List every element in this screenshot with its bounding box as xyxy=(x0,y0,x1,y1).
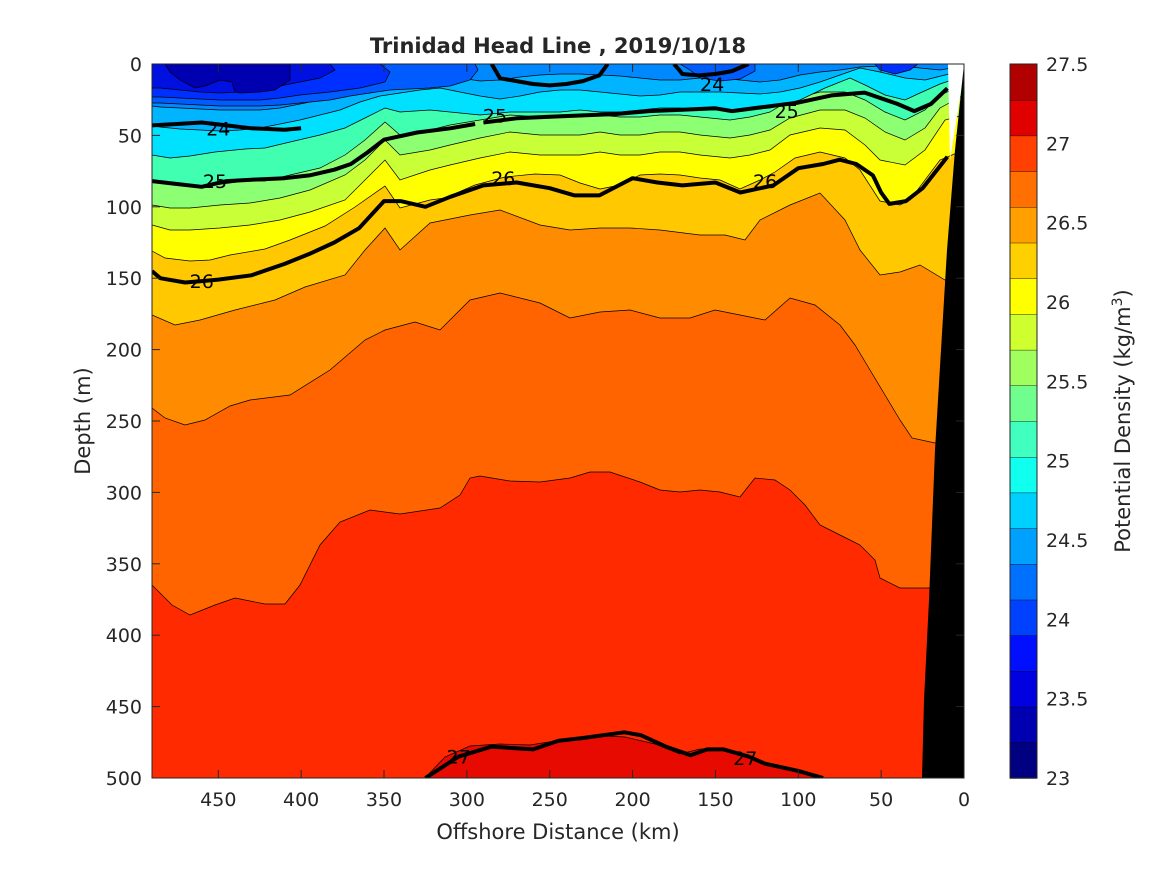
contour-label-layer: 24 24 25 25 25 26 26 26 27 27 xyxy=(190,74,799,770)
colorbar-swatch-4 xyxy=(1009,599,1038,636)
colorbar-tick-label: 25.5 xyxy=(1046,371,1088,393)
x-tick-label: 400 xyxy=(283,789,319,811)
y-tick-label: 0 xyxy=(130,54,142,76)
x-tick-label: 50 xyxy=(869,789,893,811)
chart-title: Trinidad Head Line , 2019/10/18 xyxy=(370,34,746,58)
contour-label-9: 27 xyxy=(733,748,757,770)
x-tick-label: 350 xyxy=(366,789,402,811)
colorbar-tick-label: 23 xyxy=(1046,768,1070,790)
x-tick-label: 0 xyxy=(958,789,970,811)
y-tick-label: 50 xyxy=(118,125,142,147)
isopycnal-24-0 xyxy=(152,120,302,132)
colorbar-label: Potential Density (kg/m3) xyxy=(1110,289,1135,553)
x-tick-label: 300 xyxy=(449,789,485,811)
colorbar-swatch-13 xyxy=(1009,278,1038,315)
isopycnal-24.5-2 xyxy=(489,64,610,88)
contour-label-text: 26 xyxy=(753,171,777,193)
contour-label-0: 24 xyxy=(206,118,230,140)
colorbar-frame xyxy=(1009,63,1038,779)
contour-label-8: 27 xyxy=(446,747,470,769)
colorbar-tick-label: 25 xyxy=(1046,451,1070,473)
isopycnal-24-1 xyxy=(672,64,750,78)
contour-label-text: 26 xyxy=(491,168,515,190)
isopycnal-layer xyxy=(152,64,949,778)
colorbar-label-main: Potential Density (kg/m xyxy=(1111,306,1135,552)
y-tick-label: 200 xyxy=(106,340,142,362)
colorbar-swatch-17 xyxy=(1009,135,1038,172)
contour-label-text: 25 xyxy=(203,171,227,193)
colorbar-ticks: 23 23.5 24 24.5 25 25.5 26 26.5 27 27.5 xyxy=(1046,54,1088,790)
isopycnal-27-6 xyxy=(424,730,824,778)
colorbar-label-suffix: ) xyxy=(1111,289,1135,297)
colorbar-swatch-16 xyxy=(1009,170,1038,208)
colorbar-tick-label: 27.5 xyxy=(1046,54,1088,76)
colorbar-tick-label: 26 xyxy=(1046,292,1070,314)
colorbar-swatch-5 xyxy=(1009,563,1038,601)
y-tick-label: 300 xyxy=(106,482,142,504)
contour-label-text: 25 xyxy=(775,101,799,123)
x-tick-label: 150 xyxy=(697,789,733,811)
contour-label-text: 24 xyxy=(206,118,230,140)
isopycnal-26-5 xyxy=(152,155,949,285)
y-tick-label: 400 xyxy=(106,625,142,647)
colorbar-label-superscript: 3 xyxy=(1110,297,1126,306)
x-tick-label: 450 xyxy=(200,789,236,811)
contour-label-text: 27 xyxy=(733,748,757,770)
land-mask-white xyxy=(948,64,964,160)
colorbar-swatch-7 xyxy=(1009,492,1038,529)
contour-label-7: 26 xyxy=(753,171,777,193)
contour-label-1: 24 xyxy=(700,74,724,96)
contour-label-6: 26 xyxy=(491,168,515,190)
x-tick-label: 250 xyxy=(532,789,568,811)
x-tick-label: 100 xyxy=(780,789,816,811)
y-tick-label: 500 xyxy=(106,768,142,790)
y-tick-label: 450 xyxy=(106,697,142,719)
y-tick-label: 100 xyxy=(106,197,142,219)
colorbar-swatch-14 xyxy=(1009,242,1038,279)
colorbar-swatch-18 xyxy=(1009,99,1038,137)
colorbar-tick-label: 24.5 xyxy=(1046,530,1088,552)
colorbar-swatch-12 xyxy=(1009,313,1038,351)
colorbar-swatch-3 xyxy=(1009,635,1038,672)
colorbar: 23 23.5 24 24.5 25 25.5 26 26.5 27 27.5 Potential… xyxy=(1009,54,1135,790)
x-axis-label: Offshore Distance (km) xyxy=(436,820,679,844)
band-23.25-23.5 xyxy=(164,64,291,94)
colorbar-tick-label: 24 xyxy=(1046,609,1070,631)
colorbar-swatch-15 xyxy=(1009,206,1038,244)
x-axis: 450 400 350 300 250 200 150 100 50 0 xyxy=(200,64,970,811)
colorbar-tick-label: 27 xyxy=(1046,133,1070,155)
y-axis: 0 50 100 150 200 250 300 350 400 450 500 xyxy=(106,54,964,790)
colorbar-swatch-2 xyxy=(1009,670,1038,708)
colorbar-tick-label: 23.5 xyxy=(1046,689,1088,711)
colorbar-tick-label: 26.5 xyxy=(1046,213,1088,235)
plot-area: 24 24 25 25 25 26 26 26 27 27 xyxy=(152,64,964,778)
y-axis-label: Depth (m) xyxy=(71,367,95,474)
x-tick-label: 200 xyxy=(614,789,650,811)
colorbar-swatch-8 xyxy=(1009,456,1038,494)
colorbar-swatches xyxy=(1009,63,1038,779)
contour-label-4: 25 xyxy=(203,171,227,193)
contour-label-5: 26 xyxy=(190,271,214,293)
colorbar-swatch-11 xyxy=(1009,349,1038,387)
bathymetry-mask xyxy=(922,64,964,778)
isopycnal-25-3 xyxy=(483,86,949,125)
colorbar-swatch-19 xyxy=(1009,63,1038,101)
y-tick-label: 150 xyxy=(106,268,142,290)
contour-label-3: 25 xyxy=(775,101,799,123)
colorbar-swatch-1 xyxy=(1009,706,1038,743)
contour-label-text: 27 xyxy=(446,747,470,769)
band-23.75-24-right xyxy=(874,64,919,75)
contour-label-text: 26 xyxy=(190,271,214,293)
y-tick-label: 350 xyxy=(106,554,142,576)
colorbar-swatch-9 xyxy=(1009,420,1038,458)
colorbar-swatch-0 xyxy=(1009,742,1038,779)
contour-label-2: 25 xyxy=(483,105,507,127)
y-tick-label: 250 xyxy=(106,411,142,433)
colorbar-swatch-6 xyxy=(1009,527,1038,565)
contour-label-text: 24 xyxy=(700,74,724,96)
colorbar-swatch-10 xyxy=(1009,385,1038,422)
isopycnal-25-4 xyxy=(152,122,476,189)
contour-label-text: 25 xyxy=(483,105,507,127)
